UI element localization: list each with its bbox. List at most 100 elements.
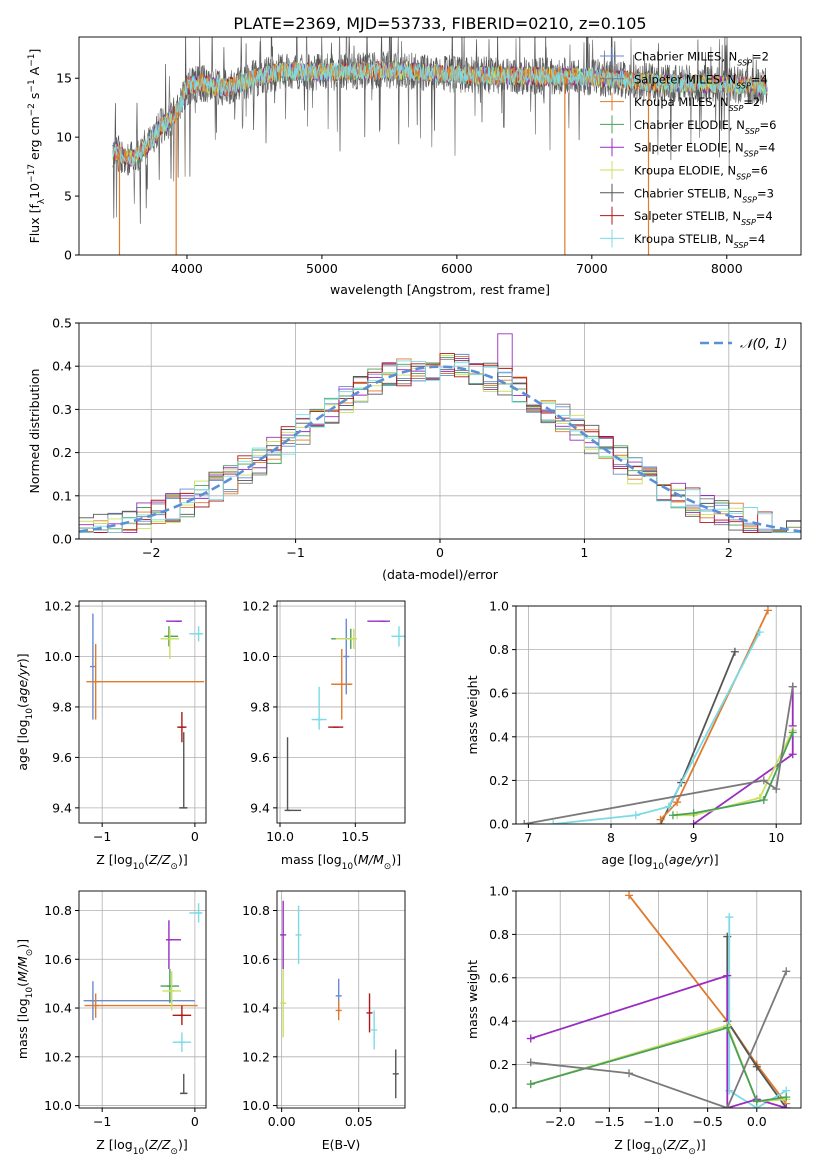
legend-entry: Salpeter MILES, NSSP=4 (634, 72, 768, 90)
weight-marker (673, 798, 682, 807)
label-part: 10 (133, 1147, 145, 1157)
x-tick-label: 7 (524, 830, 532, 845)
legend-entry: Kroupa STELIB, NSSP=4 (634, 232, 765, 250)
y-tick-label: 10.2 (44, 599, 72, 614)
axes-frame (515, 605, 802, 825)
label-part: −2 (27, 103, 37, 116)
legend-entry: Kroupa MILES, NSSP=2 (634, 95, 760, 113)
x-axis-label: mass [log10(M/M⊙)] (281, 852, 401, 872)
weight-marker (549, 820, 558, 824)
legend-label: Chabrier (634, 186, 684, 200)
label-part: M/M (358, 852, 384, 867)
hist-step-kroupa-stelib (79, 360, 801, 539)
y-tick-label: 10.0 (44, 649, 72, 664)
axes-frame (78, 600, 207, 824)
y-tick-label: 9.8 (52, 699, 72, 714)
panel-ebv-mass: 0.00 0.05 10.0 10.2 10.4 10.6 10.8 E(B-V) (242, 890, 406, 1152)
weight-marker (656, 815, 665, 824)
y-axis-label: mass [log10(M/M⊙)] (15, 939, 35, 1059)
label-part: age [log (601, 852, 652, 867)
weight-marker (689, 809, 698, 818)
label-part: ( (144, 1137, 149, 1152)
label-part: ( (664, 852, 669, 867)
legend-lib: STELIB (678, 232, 717, 246)
legend-nssp: , N (713, 95, 729, 109)
x-axis-label: age [log10(age/yr)] (601, 852, 718, 872)
legend-nssp-sub: SSP (745, 126, 760, 135)
label-part: 10 (133, 862, 145, 872)
figure-title: PLATE=2369, MJD=53733, FIBERID=0210, z=0… (233, 14, 646, 33)
weight-marker (668, 811, 677, 820)
label-part: )] (178, 1137, 188, 1152)
legend-lib: MILES (686, 72, 720, 86)
legend-lib: MILES (687, 50, 721, 64)
weight-marker (625, 891, 634, 900)
y-tick-label: 10.0 (44, 1098, 72, 1113)
legend-nssp-value: =4 (756, 209, 773, 223)
label-part: Z/Z (666, 1137, 689, 1152)
weight-marker (520, 820, 529, 824)
legend-label: Kroupa (634, 164, 675, 178)
x-axis-label: Z [log10(Z/Z⊙)] (614, 1137, 705, 1157)
y-tick-label: 0.0 (52, 532, 72, 547)
plot-area-spectrum (112, 37, 768, 255)
y-tick-label: 10.6 (44, 952, 72, 967)
label-part: )] (178, 852, 188, 867)
label-part: 10 (27, 183, 42, 199)
weight-line-chabrier-elodie (530, 1026, 787, 1103)
weight-line-kroupa-stelib (728, 917, 787, 1108)
panel-spectrum: 4000 5000 6000 7000 8000 0 5 10 15 wavelength [An… (27, 36, 802, 297)
label-part: ( (15, 703, 30, 708)
weight-marker (788, 728, 797, 737)
y-tick-label: 9.6 (250, 750, 270, 765)
y-tick-label: 0.4 (52, 359, 72, 374)
label-part: −17 (27, 164, 37, 183)
legend-nssp-sub: SSP (734, 240, 749, 249)
x-axis-label: Z [log10(Z/Z⊙)] (96, 1137, 187, 1157)
label-part: ⊙ (170, 862, 178, 872)
x-tick-label: 9 (690, 830, 698, 845)
x-tick-label: 8 (607, 830, 615, 845)
legend-nssp-sub: SSP (742, 195, 757, 204)
label-part: mass [log (15, 998, 30, 1059)
weight-marker (723, 971, 732, 980)
legend-entry: Kroupa ELODIE, NSSP=6 (634, 164, 768, 182)
y-tick-label: 0.0 (489, 1101, 509, 1116)
x-tick-label: 0 (191, 829, 199, 844)
legend-lib: ELODIE (687, 118, 729, 132)
y-axis-label: age [log10(age/yr)] (15, 653, 35, 770)
y-tick-label: 0 (64, 248, 72, 263)
weight-line-kroupa-miles (659, 609, 769, 821)
weight-marker (631, 811, 640, 820)
y-tick-label: 10.4 (44, 1001, 72, 1016)
y-tick-label: 10.0 (242, 649, 270, 664)
weight-marker (730, 647, 739, 656)
x-tick-label: −1.5 (594, 1114, 624, 1129)
x-tick-label: 0.0 (747, 1114, 767, 1129)
panel-z-mass: −1 010.010.210.410.610.8Z [log10(Z/Z⊙)]ma… (15, 890, 207, 1157)
legend-nssp-sub: SSP (729, 104, 744, 113)
weight-marker (689, 820, 698, 824)
y-tick-label: 9.6 (52, 750, 72, 765)
weight-marker (526, 1034, 535, 1043)
x-axis-label: Z [log10(Z/Z⊙)] (96, 852, 187, 872)
label-part: ⊙ (25, 949, 35, 957)
weight-line-chabrier-stelib (659, 651, 736, 824)
weight-marker (772, 785, 781, 794)
label-part: 10 (653, 862, 665, 872)
plot-area-z-age (86, 613, 205, 809)
label-part: 10 (651, 1147, 663, 1157)
legend-label: Chabrier (634, 50, 684, 64)
x-axis-label: E(B-V) (322, 1137, 361, 1152)
legend-nssp: , N (720, 164, 736, 178)
legend-entry: Chabrier STELIB, NSSP=3 (634, 186, 774, 204)
label-part: s (27, 93, 42, 104)
y-tick-label: 10.8 (44, 903, 72, 918)
spectrum-line-kroupa-stelib (112, 61, 768, 167)
label-part: 10 (25, 708, 35, 720)
x-tick-label: −1.0 (643, 1114, 673, 1129)
x-tick-label: −1 (93, 829, 111, 844)
